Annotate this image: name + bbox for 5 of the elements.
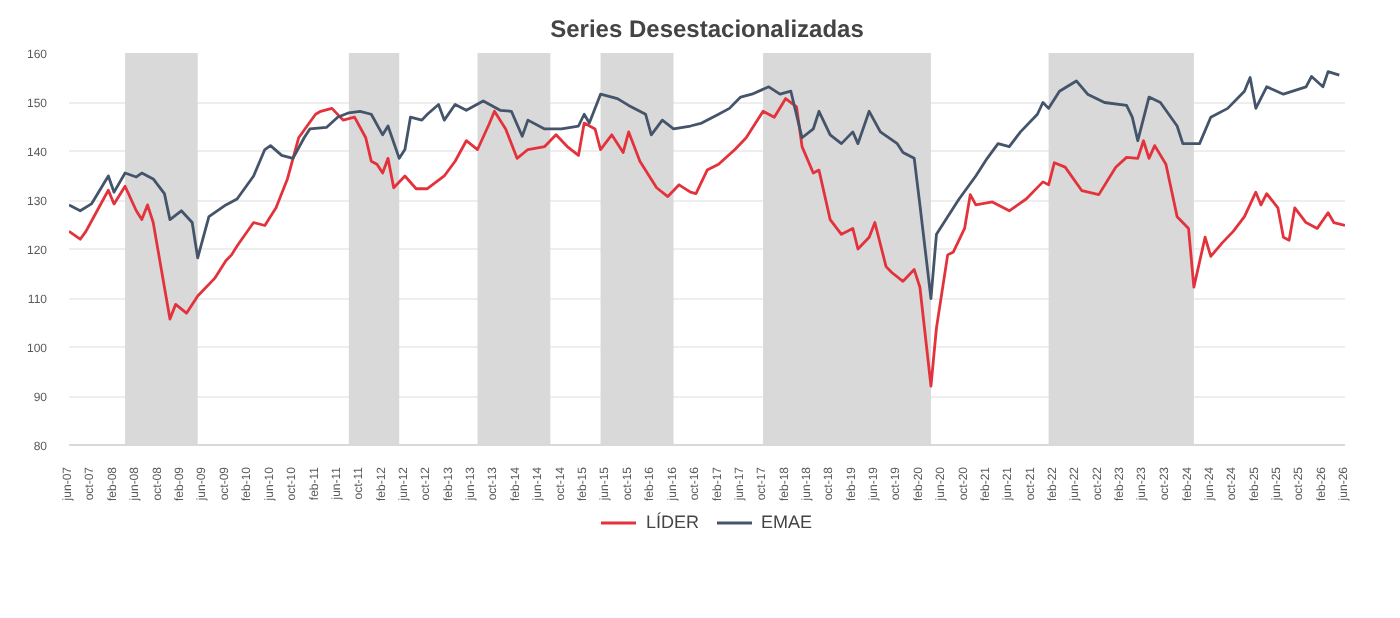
legend-label: EMAE — [761, 510, 813, 534]
line-series — [69, 70, 1341, 300]
chart-title: Series Desestacionalizadas — [550, 15, 865, 43]
line-series — [69, 97, 1345, 388]
legend-label: LÍDER — [645, 510, 699, 534]
